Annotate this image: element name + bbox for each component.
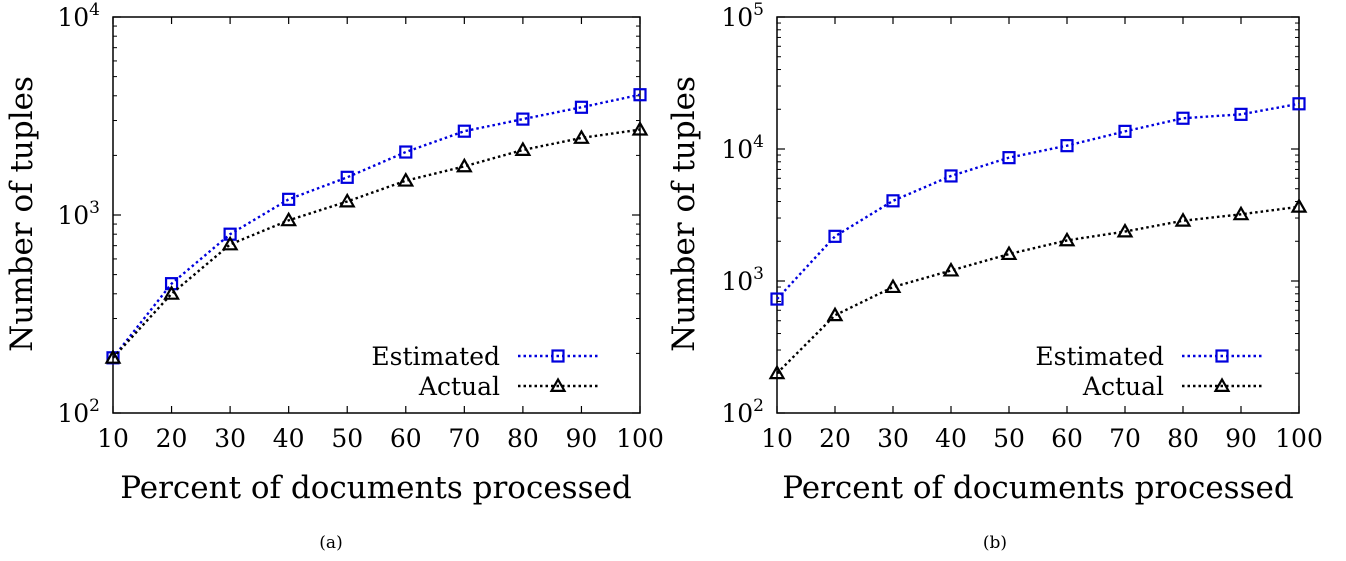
y-tick-label: 104: [721, 132, 764, 164]
x-tick-label: 100: [616, 424, 664, 453]
data-point: [1116, 222, 1134, 238]
data-point: [338, 192, 356, 208]
y-tick-label: 102: [721, 396, 764, 428]
panel-caption: (a): [319, 533, 342, 553]
data-point: [574, 100, 589, 114]
data-point: [944, 169, 958, 183]
series-actual: [768, 198, 1308, 380]
data-point: [1290, 198, 1308, 213]
legend-marker: [549, 377, 567, 392]
data-point: [886, 194, 900, 208]
y-axis-title: Number of tuples: [4, 76, 40, 352]
data-point: [1058, 231, 1076, 247]
y-tick-label: 104: [57, 0, 100, 32]
data-point: [280, 211, 298, 227]
x-tick-label: 90: [566, 424, 598, 453]
legend-marker: [551, 349, 565, 363]
x-tick-label: 30: [877, 424, 909, 453]
data-point: [1176, 111, 1190, 125]
data-point: [516, 112, 530, 126]
x-tick-label: 80: [1167, 424, 1199, 453]
y-tick-label: 105: [721, 0, 764, 32]
x-tick-label: 80: [507, 424, 539, 453]
x-tick-label: 70: [1109, 424, 1141, 453]
y-tick-label: 103: [57, 198, 100, 230]
data-point: [221, 235, 239, 251]
data-point: [514, 141, 532, 156]
data-point: [828, 229, 842, 243]
plot-frame: [776, 16, 1300, 414]
x-tick-label: 60: [1051, 424, 1083, 453]
y-axis-title: Number of tuples: [666, 76, 702, 352]
x-axis-title: Percent of documents processed: [782, 470, 1293, 506]
series-actual: [104, 120, 649, 364]
series-estimated: [770, 97, 1306, 306]
data-point: [1118, 124, 1132, 138]
legend-label: Actual: [418, 372, 500, 401]
data-point: [163, 285, 180, 300]
data-point: [1174, 212, 1192, 227]
data-point: [1000, 245, 1018, 261]
data-point: [399, 145, 413, 159]
data-point: [397, 171, 415, 187]
legend-label: Estimated: [1035, 342, 1164, 371]
x-tick-label: 10: [97, 424, 129, 453]
data-point: [633, 88, 647, 102]
x-tick-label: 40: [273, 424, 305, 453]
panel-caption: (b): [983, 533, 1007, 553]
data-point: [631, 120, 649, 136]
x-tick-label: 50: [331, 424, 363, 453]
data-point: [455, 157, 473, 173]
data-point: [1232, 205, 1250, 221]
data-point: [1002, 151, 1016, 165]
data-point: [104, 349, 122, 364]
legend-marker: [1213, 377, 1231, 392]
data-point: [826, 306, 844, 322]
series-line: [112, 93, 641, 359]
series-line: [776, 205, 1300, 375]
data-point: [768, 364, 786, 380]
legend-label: Estimated: [371, 342, 500, 371]
x-tick-label: 90: [1225, 424, 1257, 453]
data-point: [282, 192, 296, 206]
x-tick-label: 10: [761, 424, 793, 453]
legend-entry-actual: Actual: [418, 372, 598, 401]
series-estimated: [106, 88, 647, 365]
x-tick-label: 20: [156, 424, 188, 453]
legend-entry-actual: Actual: [1082, 372, 1262, 401]
x-tick-label: 40: [935, 424, 967, 453]
x-tick-label: 70: [448, 424, 480, 453]
data-point: [1292, 97, 1306, 111]
chart-panel-b: 10 20 30 40 50 60 70 80 90 100 102 103 104 105 Number …: [666, 0, 1323, 553]
data-point: [884, 278, 902, 294]
x-tick-label: 60: [390, 424, 422, 453]
data-point: [770, 292, 784, 306]
data-point: [457, 124, 471, 138]
x-tick-label: 100: [1275, 424, 1323, 453]
x-axis-title: Percent of documents processed: [120, 470, 631, 506]
y-tick-label: 102: [57, 396, 100, 428]
x-tick-label: 30: [214, 424, 246, 453]
legend-marker: [1215, 349, 1229, 363]
series-line: [776, 102, 1300, 300]
x-tick-label: 50: [993, 424, 1025, 453]
series-line: [112, 128, 641, 359]
y-tick-label: 103: [721, 264, 764, 296]
data-point: [340, 170, 354, 184]
legend-entry-estimated: Estimated: [1035, 342, 1262, 371]
chart-panel-a: 10 20 30 40 50 60 70 80 90 100 102 103 104 Number of …: [4, 0, 664, 553]
data-point: [1060, 139, 1074, 153]
data-point: [1234, 107, 1248, 121]
data-point: [573, 129, 590, 144]
legend-label: Actual: [1082, 372, 1164, 401]
x-tick-label: 20: [819, 424, 851, 453]
legend-entry-estimated: Estimated: [371, 342, 598, 371]
data-point: [942, 261, 960, 277]
